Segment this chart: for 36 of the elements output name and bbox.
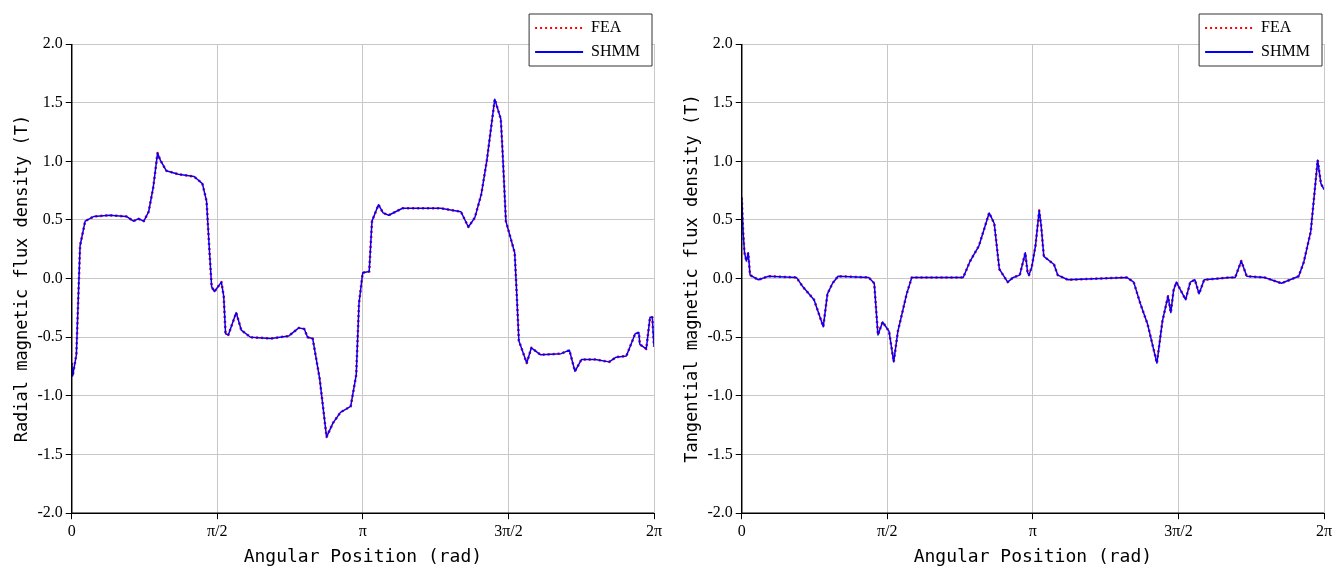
y-axis-title: Tangential magnetic flux density (T): [680, 94, 701, 463]
y-axis-title: Radial magnetic flux density (T): [10, 114, 31, 443]
x-tick-label: π: [1028, 522, 1037, 539]
y-tick-label: 0.0: [42, 268, 63, 286]
y-tick-label: 0.0: [712, 268, 733, 286]
y-tick-label: 1.0: [712, 151, 733, 169]
y-tick-label: -0.5: [707, 327, 733, 345]
y-tick-label: -1.5: [707, 444, 733, 462]
x-tick-label: 3π/2: [494, 522, 523, 539]
y-tick-label: 2.0: [712, 34, 733, 52]
y-tick-label: -0.5: [37, 327, 63, 345]
x-tick-label: 0: [737, 522, 746, 539]
y-tick-label: -1.0: [37, 386, 63, 404]
y-tick-label: 1.0: [42, 151, 63, 169]
x-tick-label: 3π/2: [1164, 522, 1193, 539]
x-tick-label: π: [358, 522, 367, 539]
x-tick-label: π/2: [877, 522, 898, 539]
legend-label: SHMM: [1261, 42, 1310, 60]
x-axis-title: Angular Position (rad): [243, 544, 483, 566]
y-tick-label: 0.5: [42, 210, 63, 228]
x-axis-title: Angular Position (rad): [913, 544, 1153, 566]
y-tick-label: 2.0: [42, 34, 63, 52]
y-tick-label: -1.0: [707, 386, 733, 404]
x-tick-label: 2π: [1315, 522, 1333, 539]
legend-label: FEA: [591, 18, 622, 36]
y-tick-label: -2.0: [37, 503, 63, 521]
y-tick-label: 0.5: [712, 210, 733, 228]
legend-label: SHMM: [591, 42, 640, 60]
y-tick-label: 1.5: [42, 92, 63, 110]
x-tick-label: 0: [67, 522, 76, 539]
x-tick-label: 2π: [645, 522, 663, 539]
legend-label: FEA: [1261, 18, 1292, 36]
y-tick-label: -2.0: [707, 503, 733, 521]
y-tick-label: -1.5: [37, 444, 63, 462]
x-tick-label: π/2: [207, 522, 228, 539]
y-tick-label: 1.5: [712, 92, 733, 110]
